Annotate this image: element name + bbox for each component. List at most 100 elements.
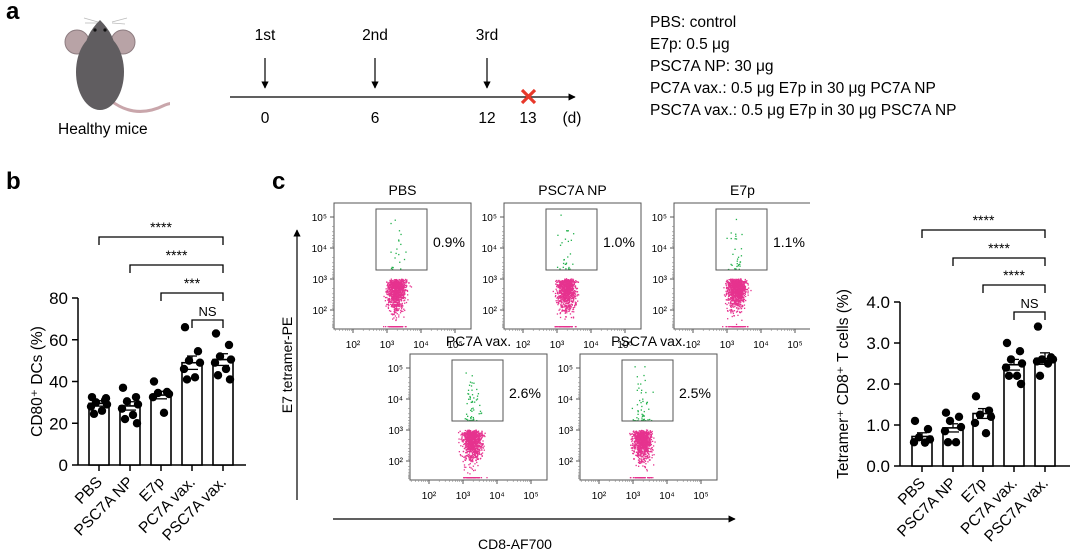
data-point bbox=[941, 408, 951, 417]
flow-y-tick-label: 10⁴ bbox=[482, 244, 497, 255]
gate-box bbox=[451, 359, 504, 422]
data-point bbox=[951, 438, 961, 447]
flow-x-tick-label: 10³ bbox=[550, 340, 565, 351]
flow-y-tick-label: 10³ bbox=[483, 275, 498, 286]
flow-x-tick-label: 10⁵ bbox=[787, 340, 802, 351]
data-point bbox=[1035, 371, 1045, 380]
flow-plot: E7p 10⁵ 10⁴ 10³ 10² 10² 10³ 10⁴ 10⁵ 1.1% bbox=[652, 182, 810, 351]
data-point bbox=[122, 397, 132, 406]
legend-line: PC7A vax.: 0.5 μg E7p in 30 μg PC7A NP bbox=[650, 80, 936, 97]
flow-x-tick-label: 10³ bbox=[380, 340, 395, 351]
flow-y-tick-label: 10⁵ bbox=[482, 213, 497, 224]
data-point bbox=[210, 358, 220, 367]
y-tick-label: 4.0 bbox=[866, 293, 890, 312]
data-point bbox=[101, 394, 111, 403]
mouse-label: Healthy mice bbox=[58, 121, 148, 138]
gate-percent: 2.5% bbox=[679, 385, 711, 401]
data-point bbox=[213, 371, 223, 380]
flow-y-tick-label: 10⁵ bbox=[652, 213, 667, 224]
mouse-illustration bbox=[64, 17, 170, 113]
significance-label: *** bbox=[184, 275, 201, 291]
flow-plot-title: PC7A vax. bbox=[446, 333, 511, 349]
data-point bbox=[986, 412, 996, 421]
data-point bbox=[909, 438, 919, 447]
cell-population bbox=[552, 278, 580, 328]
flow-y-tick-label: 10⁴ bbox=[558, 395, 573, 406]
significance-label: **** bbox=[973, 212, 995, 228]
y-axis-label: CD80⁺ DCs (%) bbox=[29, 326, 46, 437]
mouse-eye bbox=[93, 28, 97, 32]
timeline-unit: (d) bbox=[563, 110, 582, 127]
data-point bbox=[159, 408, 169, 418]
flow-x-label: CD8-AF700 bbox=[478, 536, 552, 552]
cell-population bbox=[722, 278, 752, 328]
flow-x-tick-label: 10⁵ bbox=[523, 491, 538, 502]
data-point bbox=[221, 364, 231, 374]
flow-y-tick-label: 10⁵ bbox=[388, 364, 403, 375]
flow-plot-title: PSC7A NP bbox=[538, 182, 606, 198]
flow-x-tick-label: 10³ bbox=[456, 491, 471, 502]
panel-a-letter: a bbox=[6, 0, 20, 25]
data-point bbox=[954, 412, 964, 421]
data-point bbox=[148, 392, 158, 402]
data-point bbox=[89, 409, 99, 419]
flow-x-tick-label: 10⁴ bbox=[489, 491, 504, 502]
significance-bracket: **** bbox=[129, 247, 224, 273]
data-point bbox=[981, 429, 991, 438]
data-point bbox=[1015, 347, 1025, 356]
gate-box bbox=[545, 208, 598, 271]
dose-day: 12 bbox=[478, 110, 495, 127]
data-point bbox=[215, 352, 225, 361]
y-tick-label: 2.0 bbox=[866, 375, 890, 394]
data-point bbox=[1033, 322, 1043, 331]
flow-x-tick-label: 10⁵ bbox=[447, 340, 462, 351]
gate-percent: 1.1% bbox=[773, 234, 805, 250]
dose-marker: 3rd 12 bbox=[476, 27, 498, 127]
dose-label: 3rd bbox=[476, 27, 498, 44]
data-point bbox=[956, 422, 966, 432]
flow-x-tick-label: 10⁴ bbox=[753, 340, 768, 351]
dose-day: 0 bbox=[261, 110, 270, 127]
y-tick-label: 1.0 bbox=[866, 416, 890, 435]
significance-bracket: *** bbox=[160, 275, 224, 301]
data-point bbox=[102, 400, 112, 409]
flow-y-tick-label: 10⁵ bbox=[312, 213, 327, 224]
data-point bbox=[1016, 379, 1026, 389]
flow-plot-frame bbox=[333, 202, 472, 330]
flow-y-tick-label: 10³ bbox=[653, 275, 668, 286]
flow-y-tick-label: 10³ bbox=[313, 275, 328, 286]
y-tick-label: 80 bbox=[49, 289, 68, 308]
y-tick-label: 0 bbox=[59, 456, 68, 475]
y-tick-label: 0.0 bbox=[866, 457, 890, 476]
data-point bbox=[86, 402, 96, 411]
significance-bracket: NS bbox=[191, 304, 224, 328]
flow-y-tick-label: 10⁴ bbox=[388, 395, 403, 406]
data-point bbox=[128, 410, 138, 420]
flow-x-tick-label: 10⁴ bbox=[583, 340, 598, 351]
flow-x-tick-label: 10⁴ bbox=[659, 491, 674, 502]
data-point bbox=[225, 375, 235, 384]
data-point bbox=[1002, 338, 1012, 348]
data-point bbox=[1004, 371, 1014, 380]
cell-population bbox=[629, 429, 656, 479]
data-point bbox=[920, 438, 930, 447]
cell-population bbox=[383, 278, 413, 328]
data-point bbox=[193, 347, 203, 356]
gate-box bbox=[375, 208, 428, 271]
flow-plot: PSC7A NP 10⁵ 10⁴ 10³ 10² 10² 10³ 10⁴ 10⁵ 1.0% bbox=[482, 182, 642, 351]
flow-x-tick-label: 10² bbox=[516, 340, 531, 351]
data-point bbox=[224, 340, 234, 350]
gate-box bbox=[621, 359, 674, 422]
flow-plot-title: E7p bbox=[730, 182, 755, 198]
flow-y-tick-label: 10⁵ bbox=[558, 364, 573, 375]
flow-plot: PBS 10⁵ 10⁴ 10³ 10² 10² 10³ 10⁴ 10⁵ 0.9% bbox=[312, 182, 472, 351]
flow-y-tick-label: 10³ bbox=[389, 426, 404, 437]
legend-line: E7p: 0.5 μg bbox=[650, 36, 730, 53]
significance-bracket: **** bbox=[921, 212, 1046, 238]
flow-y-tick-label: 10⁴ bbox=[652, 244, 667, 255]
data-point bbox=[943, 438, 953, 447]
flow-y-tick-label: 10² bbox=[559, 457, 574, 468]
data-point bbox=[182, 375, 192, 384]
data-point bbox=[190, 373, 200, 382]
